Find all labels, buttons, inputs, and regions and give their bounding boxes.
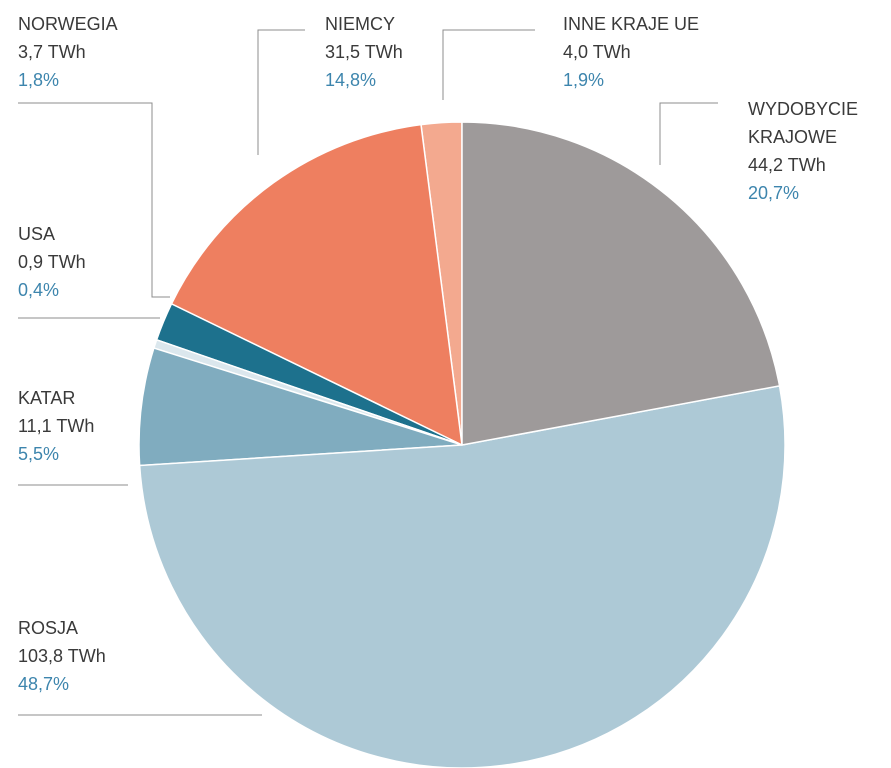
leader-line	[18, 102, 170, 298]
category-name: WYDOBYCIE KRAJOWE	[748, 99, 859, 147]
slice-label: KATAR 11,1 TWh 5,5%	[18, 384, 218, 468]
energy-label: 11,1 TWh	[18, 416, 95, 436]
energy-label: 31,5 TWh	[325, 42, 403, 62]
category-name: NIEMCY	[325, 14, 396, 34]
category-name: USA	[18, 224, 56, 244]
energy-label: 3,7 TWh	[18, 42, 86, 62]
value-label: 5,5%	[18, 444, 60, 464]
category-name: ROSJA	[18, 618, 79, 638]
energy-label: 0,9 TWh	[18, 252, 86, 272]
value-label: 0,4%	[18, 280, 60, 300]
pie-slice	[138, 384, 786, 768]
leader-line	[257, 29, 305, 155]
value-label: 48,7%	[18, 674, 70, 694]
value-label: 20,7%	[748, 183, 800, 203]
slice-label: WYDOBYCIE KRAJOWE 44,2 TWh 20,7%	[748, 95, 878, 207]
slice-label: NORWEGIA 3,7 TWh 1,8%	[18, 10, 218, 94]
energy-label: 103,8 TWh	[18, 646, 106, 666]
energy-label: 44,2 TWh	[748, 155, 826, 175]
value-label: 1,9%	[563, 70, 605, 90]
pie-slice	[170, 123, 463, 447]
slice-label: INNE KRAJE UE 4,0 TWh 1,9%	[563, 10, 763, 94]
slice-label: USA 0,9 TWh 0,4%	[18, 220, 218, 304]
category-name: INNE KRAJE UE	[563, 14, 700, 34]
leader-lines	[18, 29, 718, 716]
value-label: 1,8%	[18, 70, 60, 90]
pie-slice	[461, 121, 781, 446]
leader-line	[659, 102, 718, 165]
value-label: 14,8%	[325, 70, 377, 90]
energy-label: 4,0 TWh	[563, 42, 631, 62]
category-name: NORWEGIA	[18, 14, 118, 34]
slice-label: NIEMCY 31,5 TWh 14,8%	[325, 10, 525, 94]
slice-label: ROSJA 103,8 TWh 48,7%	[18, 614, 218, 698]
category-name: KATAR	[18, 388, 76, 408]
leader-line	[442, 29, 535, 100]
